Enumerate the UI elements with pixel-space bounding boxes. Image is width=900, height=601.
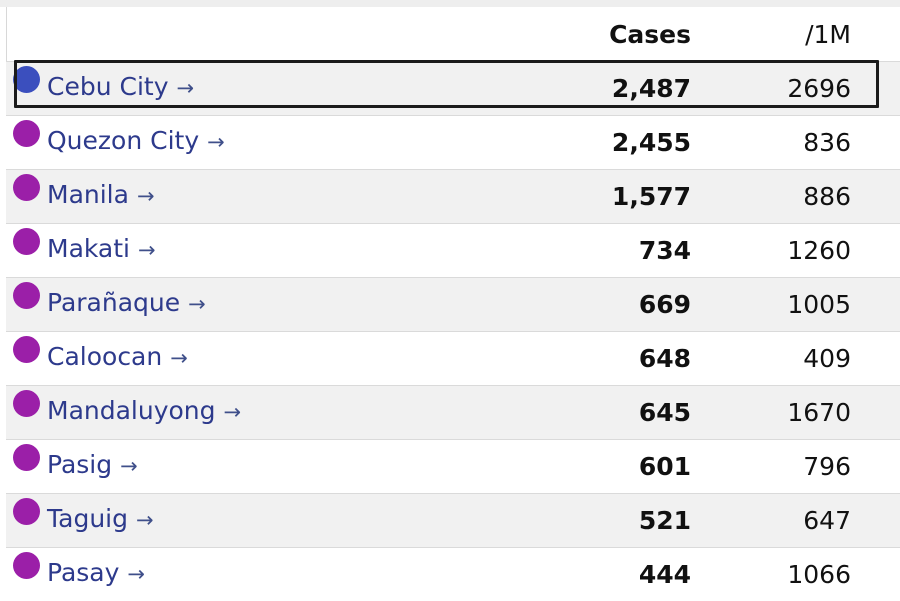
table-row[interactable]: Pasig→ 601 796 xyxy=(6,440,900,494)
header-location xyxy=(6,7,546,62)
table-row[interactable]: Makati→ 734 1260 xyxy=(6,224,900,278)
per-million-cell: 2696 xyxy=(696,62,861,116)
table-row[interactable]: Quezon City→ 2,455 836 xyxy=(6,116,900,170)
cases-cell: 444 xyxy=(546,548,696,601)
location-link[interactable]: Caloocan→ xyxy=(47,342,188,371)
cases-cell: 648 xyxy=(546,332,696,386)
header-cases[interactable]: Cases xyxy=(546,7,696,62)
location-color-dot xyxy=(13,444,40,471)
location-link[interactable]: Parañaque→ xyxy=(47,288,206,317)
table-row[interactable]: Cebu City→ 2,487 2696 xyxy=(6,62,900,116)
cases-cell: 601 xyxy=(546,440,696,494)
location-cell: Parañaque→ xyxy=(6,278,546,332)
per-million-cell: 409 xyxy=(696,332,861,386)
cases-cell: 669 xyxy=(546,278,696,332)
location-color-dot xyxy=(13,336,40,363)
table-row[interactable]: Taguig→ 521 647 xyxy=(6,494,900,548)
header-per-million[interactable]: /1M xyxy=(696,7,861,62)
location-color-dot xyxy=(13,390,40,417)
location-link[interactable]: Mandaluyong→ xyxy=(47,396,241,425)
top-strip xyxy=(0,0,900,7)
location-link[interactable]: Manila→ xyxy=(47,180,155,209)
location-color-dot xyxy=(13,174,40,201)
table-row[interactable]: Parañaque→ 669 1005 xyxy=(6,278,900,332)
location-color-dot xyxy=(13,66,40,93)
location-cell: Manila→ xyxy=(6,170,546,224)
location-color-dot xyxy=(13,228,40,255)
cases-cell: 521 xyxy=(546,494,696,548)
arrow-right-icon: → xyxy=(224,400,242,424)
location-cell: Cebu City→ xyxy=(6,62,546,116)
per-million-cell: 647 xyxy=(696,494,861,548)
location-link[interactable]: Makati→ xyxy=(47,234,156,263)
location-link[interactable]: Quezon City→ xyxy=(47,126,225,155)
table-header-row: Cases /1M xyxy=(6,7,900,62)
cases-cell: 1,577 xyxy=(546,170,696,224)
arrow-right-icon: → xyxy=(137,184,155,208)
location-color-dot xyxy=(13,120,40,147)
cases-cell: 734 xyxy=(546,224,696,278)
per-million-cell: 836 xyxy=(696,116,861,170)
location-color-dot xyxy=(13,552,40,579)
arrow-right-icon: → xyxy=(177,76,195,100)
location-cell: Pasay→ xyxy=(6,548,546,601)
location-color-dot xyxy=(13,282,40,309)
per-million-cell: 1005 xyxy=(696,278,861,332)
per-million-cell: 1260 xyxy=(696,224,861,278)
arrow-right-icon: → xyxy=(138,238,156,262)
per-million-cell: 1066 xyxy=(696,548,861,601)
table-row[interactable]: Mandaluyong→ 645 1670 xyxy=(6,386,900,440)
table-row[interactable]: Manila→ 1,577 886 xyxy=(6,170,900,224)
location-cell: Mandaluyong→ xyxy=(6,386,546,440)
arrow-right-icon: → xyxy=(136,508,154,532)
cases-cell: 2,455 xyxy=(546,116,696,170)
per-million-cell: 886 xyxy=(696,170,861,224)
arrow-right-icon: → xyxy=(170,346,188,370)
per-million-cell: 796 xyxy=(696,440,861,494)
cases-table: Cases /1M Cebu City→ 2,487 2696 Quezon C… xyxy=(6,7,900,601)
arrow-right-icon: → xyxy=(120,454,138,478)
cases-cell: 645 xyxy=(546,386,696,440)
location-cell: Makati→ xyxy=(6,224,546,278)
cases-cell: 2,487 xyxy=(546,62,696,116)
location-link[interactable]: Taguig→ xyxy=(47,504,154,533)
location-color-dot xyxy=(13,498,40,525)
location-link[interactable]: Cebu City→ xyxy=(47,72,194,101)
table-row[interactable]: Caloocan→ 648 409 xyxy=(6,332,900,386)
location-cell: Pasig→ xyxy=(6,440,546,494)
arrow-right-icon: → xyxy=(188,292,206,316)
location-link[interactable]: Pasig→ xyxy=(47,450,138,479)
location-cell: Taguig→ xyxy=(6,494,546,548)
location-cell: Quezon City→ xyxy=(6,116,546,170)
location-link[interactable]: Pasay→ xyxy=(47,558,145,587)
per-million-cell: 1670 xyxy=(696,386,861,440)
arrow-right-icon: → xyxy=(207,130,225,154)
arrow-right-icon: → xyxy=(127,562,145,586)
table-row[interactable]: Pasay→ 444 1066 xyxy=(6,548,900,601)
location-cell: Caloocan→ xyxy=(6,332,546,386)
